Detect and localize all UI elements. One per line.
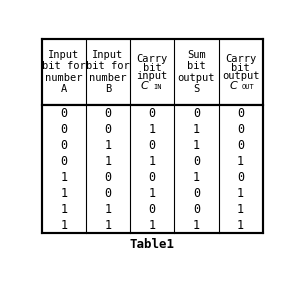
Bar xyxy=(42,105,263,233)
Text: 0: 0 xyxy=(60,139,67,152)
Text: 0: 0 xyxy=(237,139,244,152)
Text: 0: 0 xyxy=(149,139,156,152)
Text: 1: 1 xyxy=(193,171,200,184)
Text: 0: 0 xyxy=(149,171,156,184)
Text: 0: 0 xyxy=(60,123,67,135)
Text: 1: 1 xyxy=(105,139,112,152)
Text: IN: IN xyxy=(153,84,162,90)
Text: 0: 0 xyxy=(237,123,244,135)
Text: 1: 1 xyxy=(149,155,156,168)
Text: 1: 1 xyxy=(60,203,67,216)
Text: Sum
bit
output
S: Sum bit output S xyxy=(178,50,215,94)
Text: 1: 1 xyxy=(149,219,156,232)
Text: 1: 1 xyxy=(193,123,200,135)
Text: bit: bit xyxy=(231,63,250,73)
Text: 0: 0 xyxy=(237,171,244,184)
Text: 0: 0 xyxy=(193,187,200,200)
Text: 0: 0 xyxy=(105,171,112,184)
Bar xyxy=(42,39,263,105)
Text: 1: 1 xyxy=(105,219,112,232)
Text: 1: 1 xyxy=(60,171,67,184)
Text: 0: 0 xyxy=(105,106,112,119)
Text: 0: 0 xyxy=(105,123,112,135)
Text: 1: 1 xyxy=(105,155,112,168)
Text: Carry: Carry xyxy=(225,54,256,64)
Text: Input
bit for
number
B: Input bit for number B xyxy=(86,50,130,94)
Text: 0: 0 xyxy=(60,155,67,168)
Text: 0: 0 xyxy=(193,106,200,119)
Text: 0: 0 xyxy=(149,106,156,119)
Text: $C$: $C$ xyxy=(229,79,238,90)
Text: 1: 1 xyxy=(149,187,156,200)
Text: 0: 0 xyxy=(60,106,67,119)
Text: 0: 0 xyxy=(105,187,112,200)
Text: 1: 1 xyxy=(237,187,244,200)
Text: OUT: OUT xyxy=(242,84,255,90)
Text: 1: 1 xyxy=(60,187,67,200)
Text: Table1: Table1 xyxy=(130,238,175,251)
Text: 1: 1 xyxy=(60,219,67,232)
Text: 0: 0 xyxy=(149,203,156,216)
Text: 1: 1 xyxy=(149,123,156,135)
Text: 1: 1 xyxy=(193,139,200,152)
Text: bit: bit xyxy=(143,63,162,73)
Text: 0: 0 xyxy=(193,203,200,216)
Text: 1: 1 xyxy=(193,219,200,232)
Text: 1: 1 xyxy=(105,203,112,216)
Text: Input
bit for
number
A: Input bit for number A xyxy=(42,50,86,94)
Text: 1: 1 xyxy=(237,203,244,216)
Text: 1: 1 xyxy=(237,155,244,168)
Text: 1: 1 xyxy=(237,219,244,232)
Text: output: output xyxy=(222,71,259,81)
Text: $C$: $C$ xyxy=(140,79,150,90)
Text: input: input xyxy=(137,71,168,81)
Text: Carry: Carry xyxy=(137,54,168,64)
Text: 0: 0 xyxy=(193,155,200,168)
Text: 0: 0 xyxy=(237,106,244,119)
